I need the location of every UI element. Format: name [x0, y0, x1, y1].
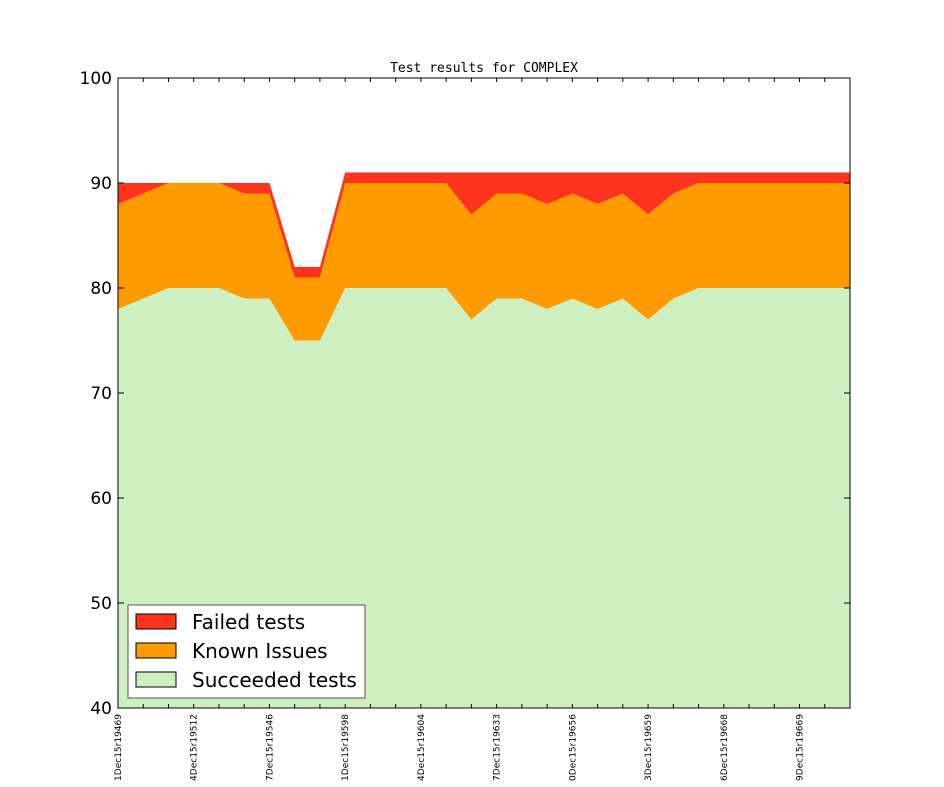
- x-tick-label: 0Dec15r19656: [568, 714, 578, 781]
- area-known-issues: [118, 183, 850, 341]
- x-tick-label: 6Dec15r19668: [720, 714, 730, 781]
- x-tick-label: 1Dec15r19469: [114, 714, 124, 781]
- x-tick-label: 4Dec15r19512: [190, 714, 200, 781]
- y-tick-label: 60: [90, 489, 112, 509]
- x-tick-label: 1Dec15r19598: [341, 714, 351, 781]
- x-tick-label: 3Dec15r19659: [644, 714, 654, 781]
- legend-swatch: [135, 613, 177, 630]
- x-axis: 1Dec15r19469 4Dec15r19512 7Dec15r19546 1Dec…: [114, 78, 851, 781]
- area-failed-tests: [118, 172, 850, 278]
- x-tick-label: 4Dec15r19604: [417, 714, 427, 781]
- y-tick-label: 50: [90, 594, 112, 614]
- stacked-areas: [118, 172, 850, 708]
- x-tick-label: 7Dec15r19633: [493, 714, 503, 781]
- y-axis: 40 50 60 70 80 90 100: [80, 69, 850, 719]
- chart-title: Test results for COMPLEX: [390, 61, 578, 76]
- legend-label: Failed tests: [192, 610, 305, 634]
- y-tick-label: 40: [90, 699, 112, 719]
- legend: Failed tests Known Issues Succeeded tests: [127, 604, 366, 699]
- x-tick-label: 7Dec15r19546: [265, 714, 275, 781]
- y-tick-label: 80: [90, 279, 112, 299]
- legend-swatch: [135, 671, 177, 688]
- area-succeeded-tests: [118, 288, 850, 708]
- y-tick-label: 100: [80, 69, 112, 89]
- legend-label: Known Issues: [192, 639, 328, 663]
- legend-label: Succeeded tests: [192, 668, 357, 692]
- x-tick-label: 9Dec15r19669: [796, 714, 806, 781]
- y-tick-label: 70: [90, 384, 112, 404]
- legend-swatch: [135, 642, 177, 659]
- y-tick-label: 90: [90, 174, 112, 194]
